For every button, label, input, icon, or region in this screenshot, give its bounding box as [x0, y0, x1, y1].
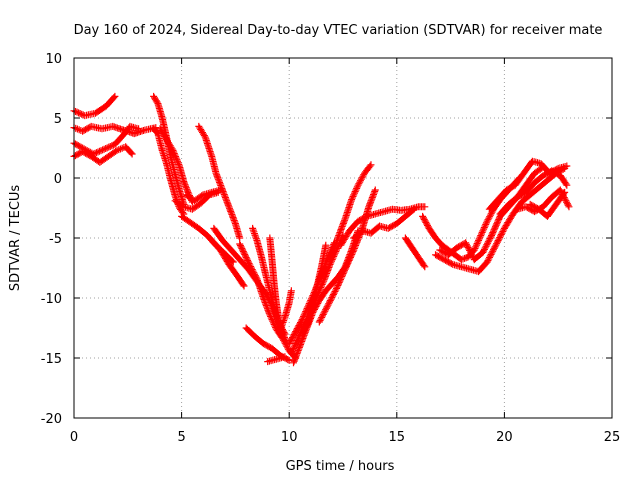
- data-series: [266, 234, 282, 321]
- data-point-markers: [70, 122, 160, 138]
- data-point-markers: [264, 353, 289, 366]
- data-series: [526, 188, 569, 220]
- data-point-markers: [236, 240, 300, 362]
- data-series: [496, 167, 571, 218]
- data-point-markers: [182, 186, 224, 205]
- data-point-markers: [485, 157, 571, 213]
- y-tick-label: -20: [41, 412, 62, 427]
- data-point-markers: [526, 188, 569, 220]
- x-tick-label: 20: [496, 430, 513, 445]
- x-tick-label: 25: [604, 430, 621, 445]
- data-point-markers: [337, 203, 429, 249]
- data-point-markers: [277, 287, 295, 333]
- data-series: [326, 161, 375, 264]
- data-series: [195, 122, 244, 242]
- data-series: [264, 353, 289, 366]
- data-series: [236, 240, 300, 362]
- data-point-markers: [266, 234, 282, 321]
- data-series: [277, 287, 295, 333]
- data-point-markers: [206, 234, 248, 290]
- y-tick-label: 10: [45, 52, 62, 67]
- data-series: [298, 241, 330, 338]
- data-series: [350, 205, 418, 242]
- data-series: [401, 234, 429, 271]
- y-axis-label: SDTVAR / TECUs: [8, 185, 23, 292]
- data-point-markers: [496, 167, 571, 218]
- x-tick-label: 0: [70, 430, 78, 445]
- data-point-markers: [326, 161, 375, 264]
- y-tick-label: 5: [54, 112, 62, 127]
- y-tick-label: 0: [54, 172, 62, 187]
- data-point-markers: [350, 205, 418, 242]
- data-point-markers: [298, 241, 330, 338]
- y-tick-label: -10: [41, 292, 62, 307]
- data-point-markers: [195, 122, 244, 242]
- data-point-markers: [401, 234, 429, 271]
- data-series: [182, 186, 224, 205]
- data-point-markers: [432, 164, 569, 276]
- x-axis-label: GPS time / hours: [286, 459, 395, 474]
- data-series: [206, 234, 248, 290]
- x-tick-label: 15: [389, 430, 406, 445]
- data-points: [70, 92, 573, 367]
- data-series: [337, 203, 429, 249]
- chart-title: Day 160 of 2024, Sidereal Day-to-day VTE…: [74, 23, 603, 38]
- data-series: [432, 164, 569, 276]
- x-tick-label: 10: [281, 430, 298, 445]
- y-tick-label: -15: [41, 352, 62, 367]
- x-tick-label: 5: [177, 430, 185, 445]
- data-series: [485, 157, 571, 213]
- data-point-markers: [70, 92, 119, 120]
- data-series: [70, 122, 160, 138]
- axes: 0 5 10 15 20 25 -20 -15 -10 -5 0 5 10: [41, 52, 621, 445]
- data-series: [70, 92, 119, 120]
- y-tick-label: -5: [49, 232, 62, 247]
